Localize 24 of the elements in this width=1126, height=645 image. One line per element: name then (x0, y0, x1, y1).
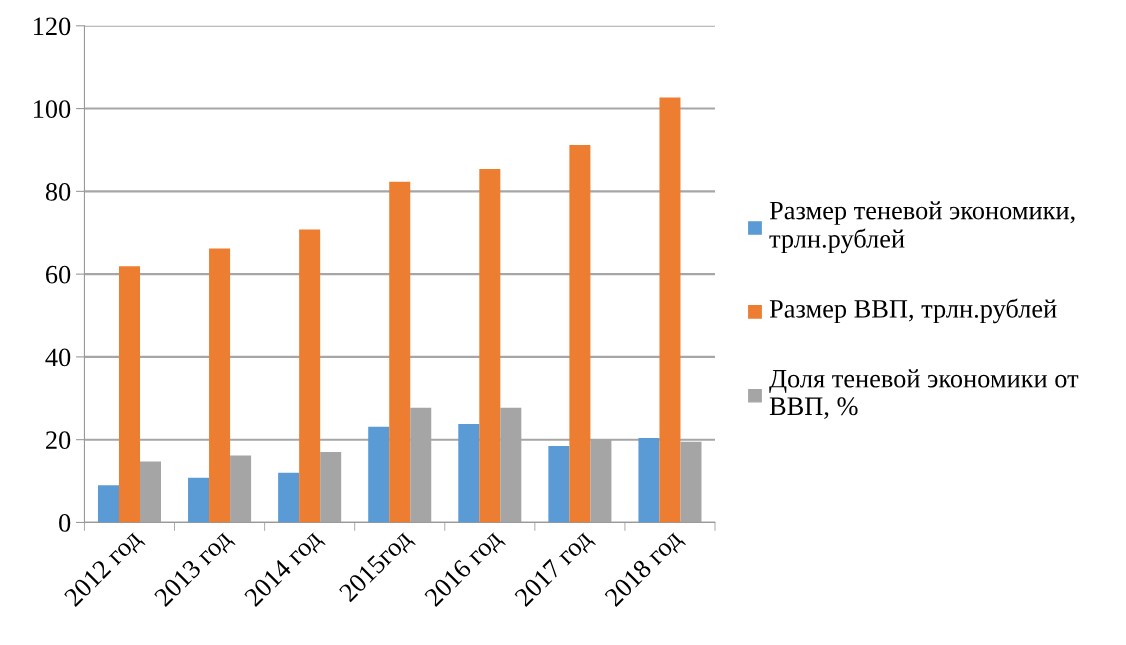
legend-label: Размер теневой экономики, трлн.рублей (769, 201, 1075, 254)
bar (188, 477, 210, 523)
y-tick-label: 0 (59, 514, 71, 532)
bar (548, 445, 570, 523)
y-tick-label: 20 (46, 431, 71, 450)
bar (299, 229, 321, 523)
bar (209, 248, 231, 523)
legend-label: Доля теневой экономики от ВВП, % (769, 369, 1079, 419)
bar (278, 472, 300, 523)
legend-label: Размер ВВП, трлн.рублей (769, 298, 1057, 324)
y-tick-label: 120 (33, 17, 71, 36)
bar (659, 97, 681, 523)
bar (368, 426, 390, 523)
y-tick-label: 80 (45, 182, 71, 201)
y-tick-label: 60 (46, 265, 71, 284)
bar (389, 181, 411, 523)
y-tick-label: 100 (33, 100, 71, 118)
bar (97, 485, 119, 523)
bar (638, 438, 660, 523)
bar (479, 169, 501, 523)
bar (569, 145, 591, 523)
bar (458, 423, 480, 523)
y-tick-label: 40 (45, 348, 71, 367)
bar (118, 266, 140, 523)
